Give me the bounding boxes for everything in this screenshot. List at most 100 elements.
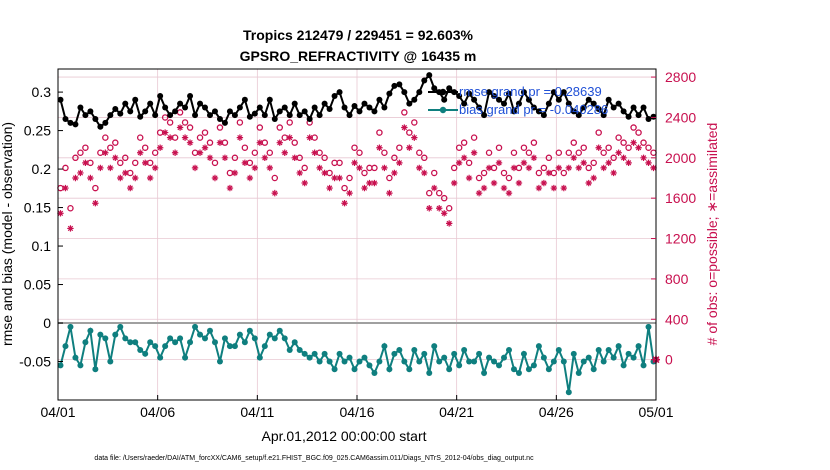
possible-obs-point: [510, 149, 518, 157]
assimilated-obs-point: [216, 139, 224, 146]
rmse-point: [87, 108, 94, 115]
bias-point: [505, 346, 512, 353]
assimilated-obs-point: [480, 184, 488, 192]
possible-obs-point: [107, 144, 114, 151]
bias-point: [187, 339, 194, 346]
bias-point: [112, 331, 119, 338]
bias-point: [341, 358, 348, 365]
assimilated-obs-point: [206, 154, 214, 162]
rmse-point: [336, 89, 343, 96]
rmse-point: [545, 100, 552, 107]
bias-point: [271, 335, 278, 342]
possible-obs-point: [450, 164, 458, 172]
rmse-point: [331, 92, 338, 99]
rmse-point: [321, 100, 328, 107]
possible-obs-point: [161, 114, 169, 121]
assimilated-obs-point: [625, 159, 632, 167]
bias-point: [391, 350, 398, 357]
rmse-point: [246, 113, 253, 120]
left-y-axis-label: rmse and bias (model - observation): [0, 122, 15, 346]
left-y-ticks: 0.3 0.25 0.2 0.15 0.1 0.05 0 -0.05: [19, 84, 63, 370]
possible-obs-point: [196, 134, 204, 141]
assimilated-obs-point: [470, 149, 478, 156]
possible-obs-point: [141, 144, 149, 151]
possible-obs-point: [206, 139, 214, 146]
assimilated-obs-point: [67, 225, 74, 232]
possible-obs-point: [112, 139, 119, 146]
possible-obs-point: [117, 159, 124, 167]
rmse-point: [107, 112, 114, 119]
assimilated-obs-point: [411, 134, 418, 141]
assimilated-obs-point: [416, 164, 423, 172]
assimilated-obs-point: [271, 189, 278, 197]
assimilated-obs-point: [490, 179, 498, 187]
left-y-tick-label: 0.2: [32, 161, 52, 177]
possible-obs-point: [435, 189, 443, 197]
assimilated-obs-point: [615, 149, 622, 156]
bias-point: [496, 362, 503, 369]
rmse-point: [97, 123, 104, 130]
bias-point: [246, 327, 253, 334]
x-axis-label: Apr.01,2012 00:00:00 start: [261, 428, 426, 444]
rmse-point: [137, 113, 144, 120]
bias-point: [226, 343, 233, 350]
bias-point: [510, 366, 517, 373]
rmse-point: [326, 106, 333, 113]
assimilated-obs-point: [600, 164, 607, 172]
possible-obs-point: [371, 164, 378, 172]
assimilated-obs-point: [455, 159, 463, 167]
legend-bias-marker: [439, 106, 447, 114]
right-y-tick-label: 0: [665, 352, 673, 368]
possible-obs-point: [580, 144, 587, 151]
assimilated-obs-point: [256, 139, 264, 146]
possible-obs-point: [416, 149, 423, 157]
assimilated-obs-point: [122, 169, 129, 177]
possible-obs-point: [540, 164, 548, 172]
rmse-point: [127, 108, 134, 115]
bias-point: [635, 343, 642, 350]
bias-point: [261, 343, 268, 350]
rmse-point: [286, 112, 293, 119]
assimilated-obs-point: [176, 124, 184, 131]
bias-point: [77, 362, 84, 369]
assimilated-obs-point: [445, 220, 453, 227]
possible-obs-point: [470, 134, 478, 141]
rmse-point: [560, 89, 567, 96]
assimilated-obs-point: [366, 179, 373, 187]
right-y-ticks: 2800 2400 2000 1600 1200 800 400 0: [651, 69, 696, 368]
left-y-tick-label: 0: [43, 315, 51, 331]
rmse-point: [555, 96, 562, 103]
series-possible-obs: [57, 109, 657, 212]
rmse-point: [590, 100, 597, 107]
assimilated-obs-point: [421, 169, 428, 177]
possible-obs-point: [241, 144, 249, 151]
rmse-point: [466, 90, 473, 97]
rmse-point: [216, 116, 223, 123]
possible-obs-point: [421, 154, 428, 162]
rmse-point: [426, 72, 433, 79]
bias-point: [182, 354, 189, 361]
rmse-point: [241, 96, 248, 103]
rmse-point: [406, 100, 413, 107]
assimilated-obs-point: [406, 144, 413, 151]
assimilated-obs-point: [396, 159, 403, 167]
rmse-point: [301, 108, 308, 115]
rmse-point: [202, 104, 209, 111]
assimilated-obs-point: [630, 139, 637, 146]
bias-point: [416, 358, 423, 365]
bias-point: [476, 350, 483, 357]
possible-obs-point: [386, 174, 393, 182]
assimilated-obs-point: [545, 169, 553, 177]
possible-obs-point: [92, 184, 99, 192]
assimilated-obs-point: [535, 184, 543, 192]
bias-point: [426, 370, 433, 377]
rmse-point: [515, 100, 522, 107]
assimilated-obs-point: [166, 134, 174, 141]
possible-obs-point: [605, 144, 612, 151]
rmse-point: [565, 100, 572, 107]
bias-point: [491, 358, 498, 365]
assimilated-obs-point: [142, 159, 149, 167]
series-rmse: [57, 72, 657, 130]
rmse-point: [476, 104, 483, 111]
bias-point: [147, 339, 154, 346]
